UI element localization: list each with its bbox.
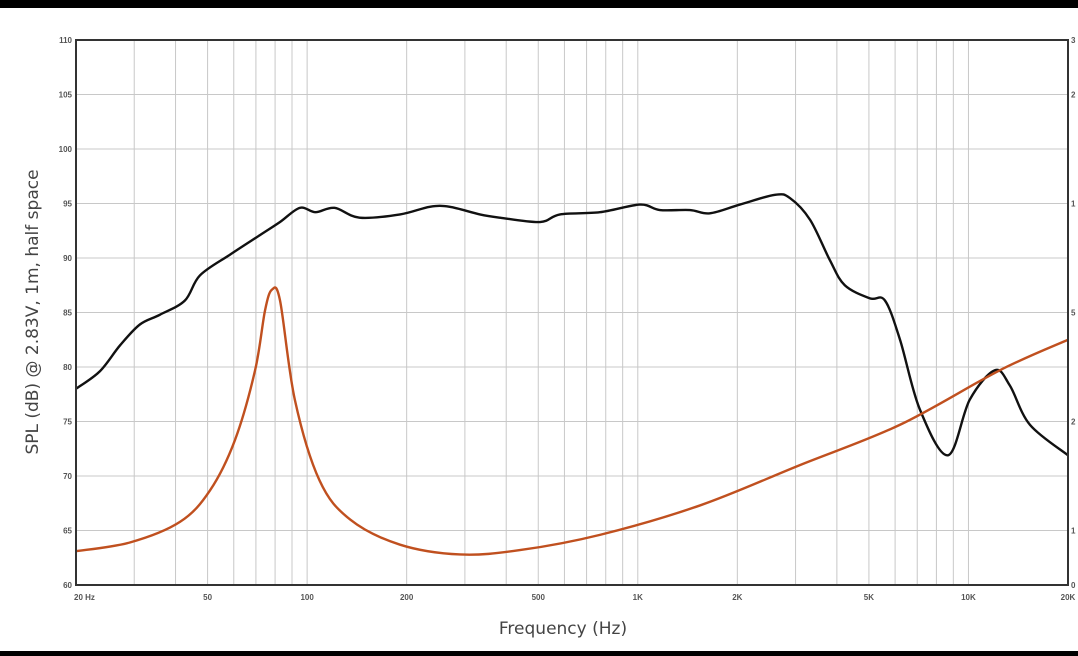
series-spl-line <box>75 193 1069 457</box>
x-tick-label: 10K <box>961 593 976 602</box>
right-axis-tick-label: 3 <box>1071 36 1076 45</box>
right-axis-tick-label: 1 <box>1071 527 1076 536</box>
y-tick-label: 100 <box>59 145 73 154</box>
right-axis-tick-label: 0 <box>1071 581 1076 590</box>
chart-frame: 60 65 70 75 80 85 90 95 100 105 110 20 Hz 50 100 200 50… <box>0 8 1078 651</box>
y-tick-label: 105 <box>59 91 73 100</box>
x-tick-label: 50 <box>203 593 212 602</box>
right-axis-tick-label: 5 <box>1071 309 1076 318</box>
right-axis-tick-label: 2 <box>1071 418 1076 427</box>
x-tick-label: 20K <box>1061 593 1076 602</box>
x-tick-label: 20 Hz <box>74 593 95 602</box>
x-tick-label: 200 <box>400 593 414 602</box>
y-tick-label: 60 <box>63 581 72 590</box>
y-tick-label: 65 <box>63 527 72 536</box>
y-tick-label: 95 <box>63 200 72 209</box>
x-tick-label: 2K <box>732 593 742 602</box>
x-tick-label: 5K <box>864 593 874 602</box>
x-tick-label: 100 <box>300 593 314 602</box>
y-tick-label: 110 <box>59 36 72 45</box>
right-axis-tick-label: 2 <box>1071 91 1076 100</box>
y-tick-label: 75 <box>63 418 72 427</box>
plot-border <box>75 39 1069 586</box>
y-tick-label: 90 <box>63 254 72 263</box>
grid <box>75 39 1069 586</box>
x-tick-label: 1K <box>633 593 643 602</box>
x-axis-label: Frequency (Hz) <box>499 619 627 639</box>
y-tick-label: 70 <box>63 472 72 481</box>
curves <box>75 193 1069 556</box>
y-tick-label: 80 <box>63 363 72 372</box>
y-tick-label: 85 <box>63 309 72 318</box>
right-axis-tick-label: 1 <box>1071 200 1076 209</box>
y-axis-label: SPL (dB) @ 2.83V, 1m, half space <box>23 169 43 454</box>
x-tick-label: 500 <box>532 593 546 602</box>
